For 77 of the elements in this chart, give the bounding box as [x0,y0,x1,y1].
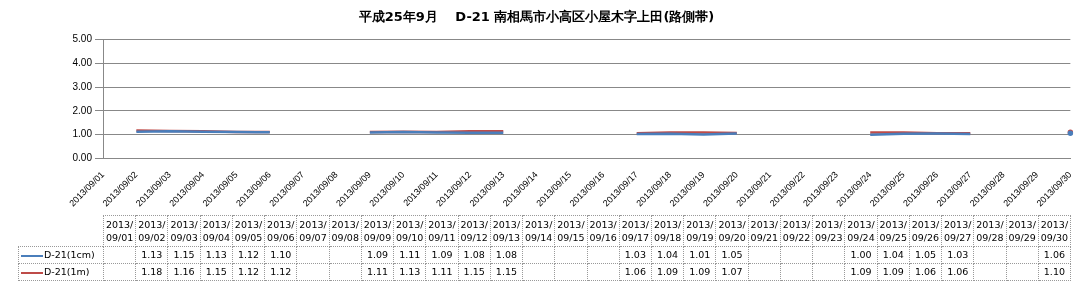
data-label: 1.09 [877,263,910,281]
data-label: 1.05 [909,246,942,264]
y-tick-label: 3.00 [72,80,93,92]
category-label: 2013/09/06 [267,219,295,243]
data-label: 1.03 [941,246,974,264]
chart-title: 平成25年9月 D-21 南相馬市小高区小屋木字上田(路側帯) [357,9,715,25]
data-label: 1.08 [458,246,491,264]
data-label: 1.12 [264,263,297,281]
category-label: 2013/09/03 [170,219,198,243]
category-label: 2013/09/05 [234,219,263,243]
category-label: 2013/09/08 [331,219,359,243]
data-label: 1.16 [167,263,201,281]
data-label: 1.15 [200,263,233,281]
data-label: 1.11 [393,246,426,264]
data-label: 1.15 [490,263,523,281]
category-label: 2013/09/15 [557,219,585,243]
data-label: 1.11 [361,263,394,281]
data-label: 1.00 [844,246,878,264]
data-label: 1.13 [135,246,168,264]
category-label: 2013/09/04 [202,219,231,243]
data-label: 1.15 [167,246,201,264]
data-label: 1.07 [715,263,749,281]
data-label: 1.03 [619,246,652,264]
data-label: 1.01 [683,246,716,264]
category-label: 2013/09/07 [299,219,327,243]
y-tick-label: 4.00 [72,57,93,69]
y-tick-label: 0.00 [72,152,93,164]
category-label: 2013/09/29 [1008,219,1036,243]
category-label: 2013/09/17 [621,219,650,243]
category-label: 2013/09/23 [815,219,843,243]
category-label: 2013/09/01 [105,219,134,243]
y-tick-label: 2.00 [72,104,93,116]
data-label: 1.13 [393,263,426,281]
data-label: 1.09 [683,263,716,281]
data-label: 1.09 [651,263,684,281]
data-label: 1.09 [425,246,459,264]
y-tick-label: 5.00 [72,33,93,45]
category-label: 2013/09/09 [363,219,392,243]
y-tick-label: 1.00 [72,128,93,140]
data-label: 1.13 [200,246,233,264]
legend-label: D-21(1cm) [44,249,95,260]
data-label: 1.06 [909,263,942,281]
data-label: 1.12 [232,246,265,264]
category-label: 2013/09/10 [396,219,424,243]
data-label: 1.06 [619,263,652,281]
category-label: 2013/09/13 [492,219,521,243]
category-label: 2013/09/12 [460,219,488,243]
category-label: 2013/09/11 [428,219,456,243]
legend-label: D-21(1m) [44,266,90,277]
data-label: 1.09 [844,263,878,281]
data-label: 1.04 [651,246,684,264]
category-label: 2013/09/02 [138,219,166,243]
category-label: 2013/09/14 [524,219,553,243]
category-label: 2013/09/18 [653,219,682,243]
category-label: 2013/09/22 [782,219,811,243]
category-label: 2013/09/25 [879,219,907,243]
data-label: 1.05 [715,246,749,264]
data-label: 1.11 [425,263,459,281]
category-label: 2013/09/26 [911,219,940,243]
data-label: 1.18 [135,263,168,281]
data-label: 1.08 [490,246,523,264]
category-label: 2013/09/30 [1040,219,1069,243]
data-label: 1.10 [264,246,297,264]
category-label: 2013/09/28 [976,219,1004,243]
data-label: 1.06 [941,263,974,281]
category-label: 2013/09/24 [847,219,875,243]
data-label: 1.09 [361,246,394,264]
data-label: 1.06 [1038,246,1071,264]
data-label: 1.15 [458,263,491,281]
data-label: 1.10 [1038,263,1071,281]
category-label: 2013/09/21 [750,219,778,243]
data-label: 1.12 [232,263,265,281]
data-label: 1.04 [877,246,910,264]
category-label: 2013/09/20 [718,219,746,243]
category-label: 2013/09/27 [944,219,972,243]
category-label: 2013/09/19 [686,219,714,243]
category-label: 2013/09/16 [589,219,617,243]
